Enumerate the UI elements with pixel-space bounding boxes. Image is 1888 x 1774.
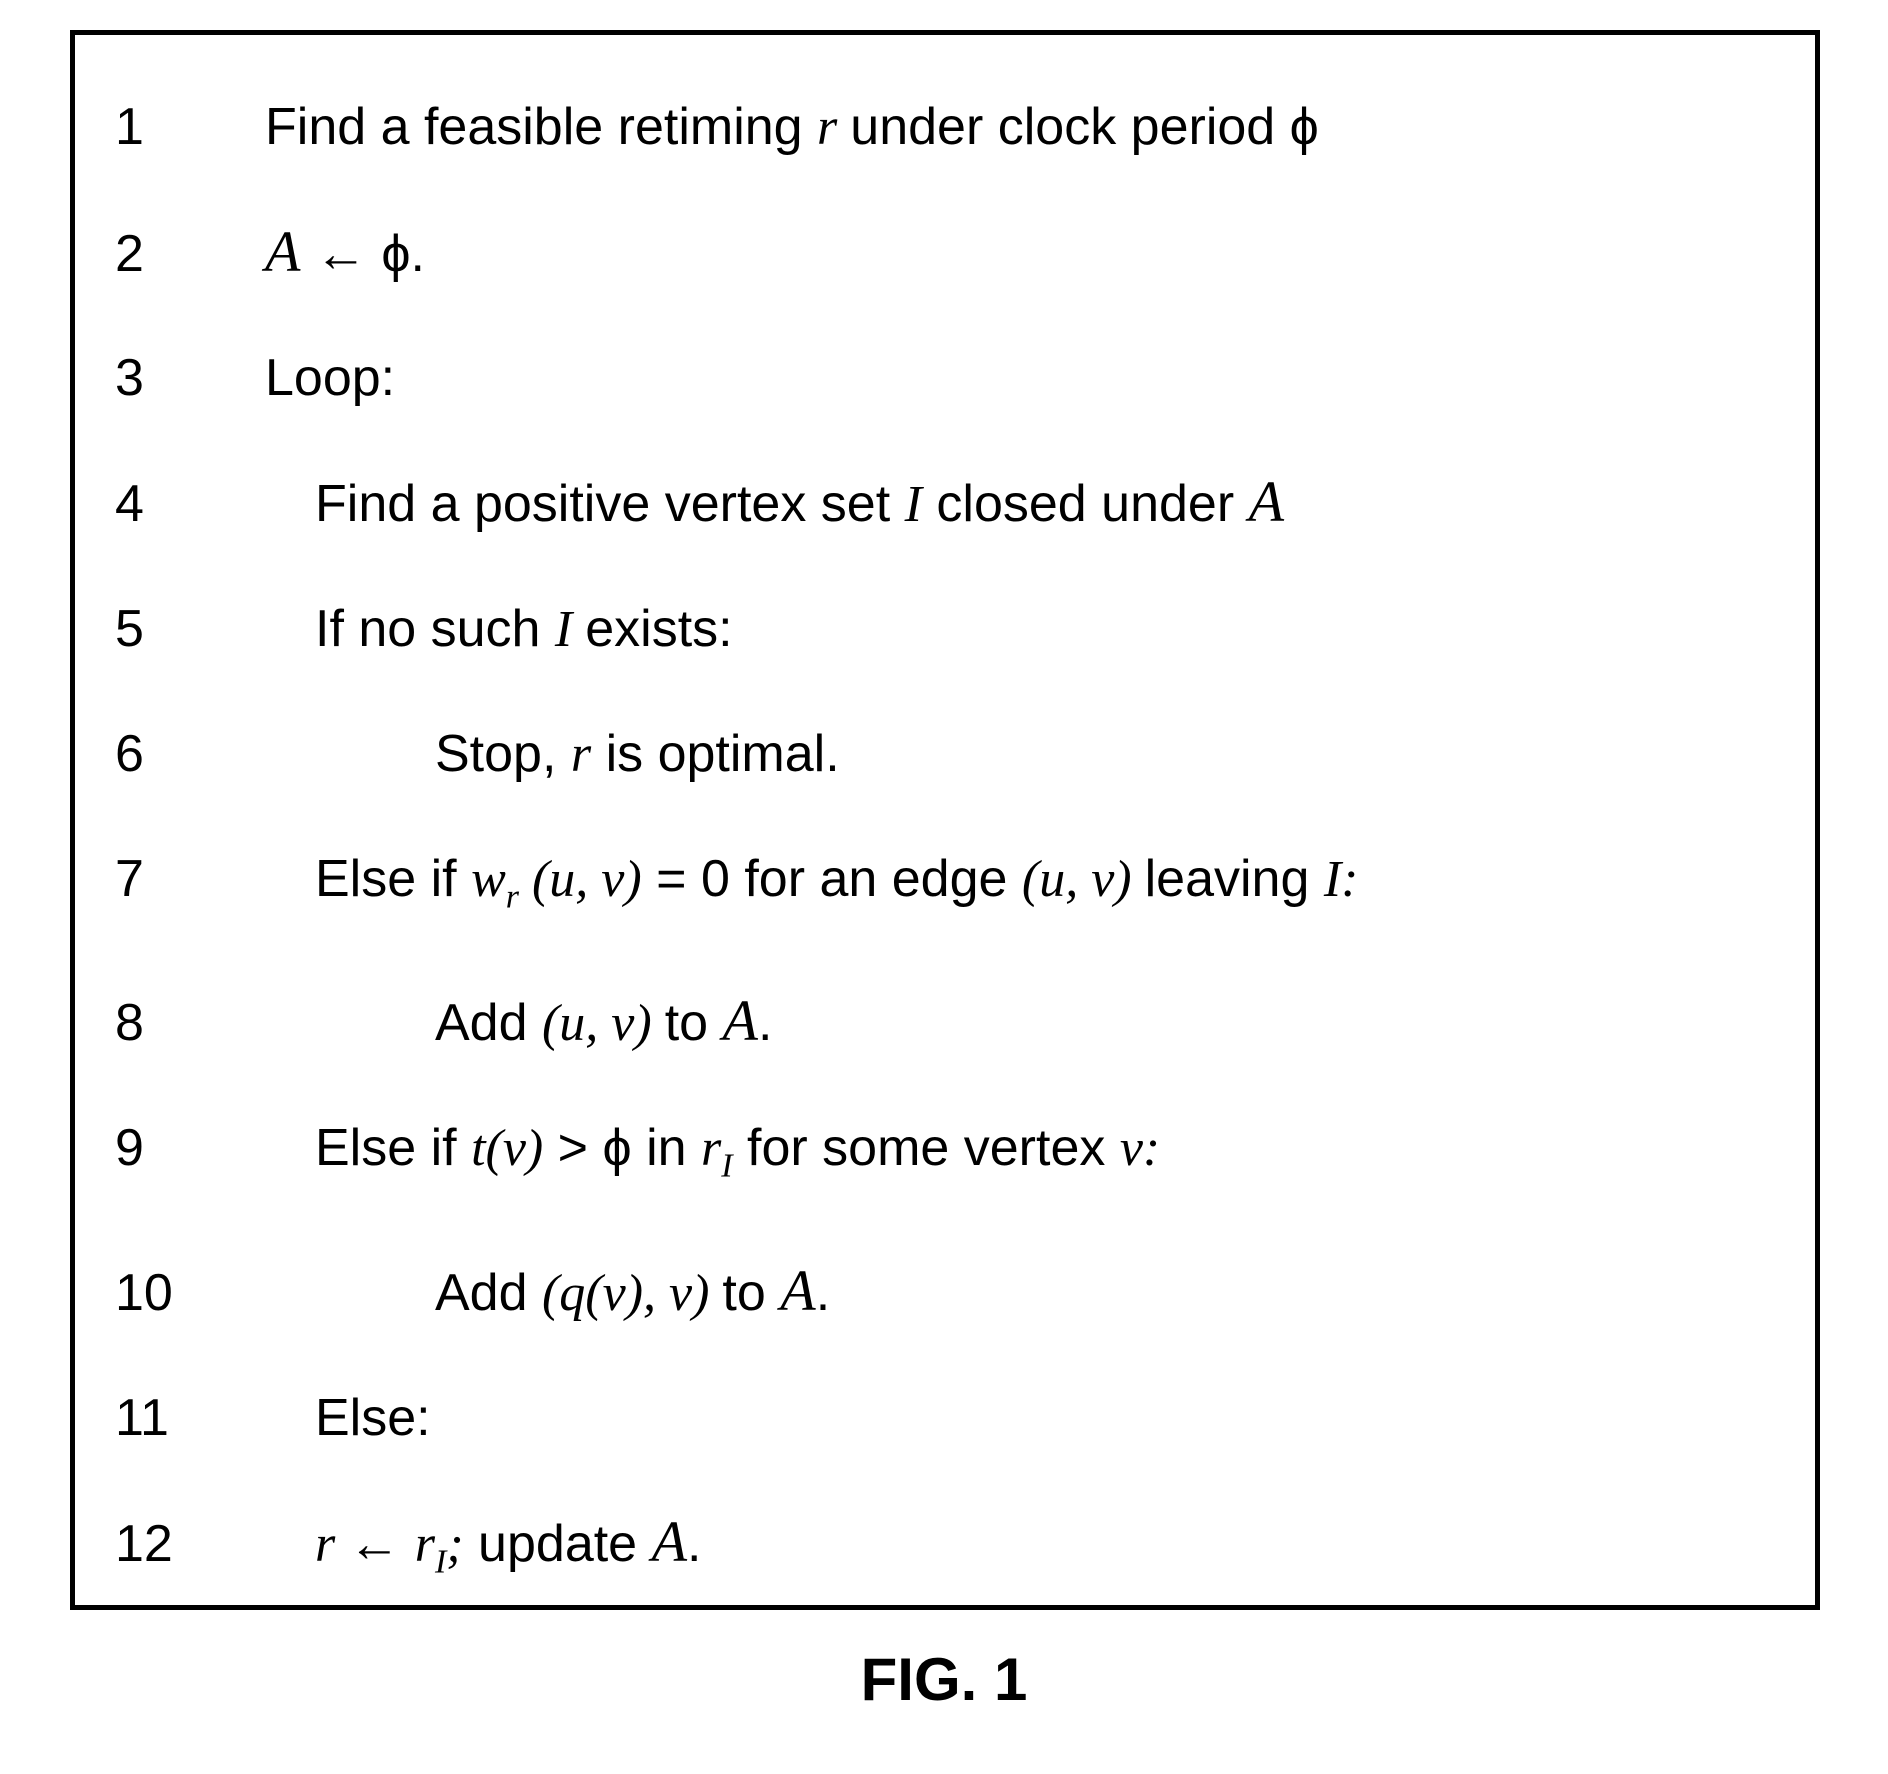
token: update <box>464 1515 652 1573</box>
token: (q(v), v) <box>542 1265 722 1322</box>
figure-caption: FIG. 1 <box>0 1645 1888 1714</box>
token: Add <box>435 994 542 1052</box>
token: > ϕ in <box>543 1119 701 1177</box>
token: A <box>265 219 300 284</box>
token: A <box>1249 469 1284 534</box>
token: to <box>722 1264 780 1322</box>
token: Find a positive vertex set <box>315 475 905 533</box>
token: A <box>652 1509 687 1574</box>
line-content: Loop: <box>265 316 395 440</box>
algorithm-box: 1Find a feasible retiming r under clock … <box>70 30 1820 1610</box>
token: ← <box>348 1515 414 1573</box>
token: (u, v) <box>542 995 665 1052</box>
token: to <box>665 994 723 1052</box>
token: Else if <box>315 1119 471 1177</box>
token: If no such <box>315 600 555 658</box>
token: Add <box>435 1264 542 1322</box>
line-number: 11 <box>115 1356 265 1480</box>
algo-line: 5If no such I exists: <box>115 567 1775 692</box>
line-content: Add (u, v) to A. <box>265 959 772 1086</box>
token: Stop, <box>435 725 571 783</box>
algo-line: 1Find a feasible retiming r under clock … <box>115 65 1775 190</box>
line-content: Add (q(v), v) to A. <box>265 1229 830 1356</box>
line-number: 7 <box>115 817 265 941</box>
algo-line: 9Else if t(v) > ϕ in rI for some vertex … <box>115 1086 1775 1228</box>
token: r <box>315 1516 348 1573</box>
token: I: <box>1324 851 1359 908</box>
token: leaving <box>1145 850 1324 908</box>
token: Find a feasible retiming <box>265 98 817 156</box>
token: ; <box>446 1516 463 1573</box>
token: = 0 for an edge <box>642 850 1022 908</box>
token: Loop: <box>265 349 395 407</box>
token: w <box>471 851 506 908</box>
token: . <box>816 1264 830 1322</box>
line-number: 9 <box>115 1086 265 1210</box>
token: I <box>435 1543 446 1580</box>
token: Else if <box>315 850 471 908</box>
token: is optimal. <box>591 725 840 783</box>
algo-line: 7Else if wr (u, v) = 0 for an edge (u, v… <box>115 817 1775 959</box>
line-number: 6 <box>115 692 265 816</box>
token: r <box>506 878 519 915</box>
token: closed under <box>922 475 1249 533</box>
algo-line: 3Loop: <box>115 316 1775 440</box>
line-content: If no such I exists: <box>265 567 733 692</box>
line-number: 12 <box>115 1482 265 1606</box>
token: r <box>571 726 591 783</box>
line-number: 4 <box>115 442 265 566</box>
line-number: 5 <box>115 567 265 691</box>
token: . <box>687 1515 701 1573</box>
token: exists: <box>585 600 732 658</box>
token: (u, v) <box>1022 851 1145 908</box>
line-content: Else if t(v) > ϕ in rI for some vertex v… <box>265 1086 1160 1228</box>
line-content: r ← rI; update A. <box>265 1480 701 1624</box>
line-number: 10 <box>115 1231 265 1355</box>
token: r <box>817 99 850 156</box>
token: r <box>415 1516 435 1573</box>
token: under clock period ϕ <box>850 98 1318 156</box>
line-content: Else if wr (u, v) = 0 for an edge (u, v)… <box>265 817 1358 959</box>
token: for some vertex <box>733 1119 1120 1177</box>
token: I <box>721 1148 732 1185</box>
algo-line: 10Add (q(v), v) to A. <box>115 1229 1775 1356</box>
line-number: 2 <box>115 192 265 316</box>
line-content: Else: <box>265 1356 431 1480</box>
algo-line: 4Find a positive vertex set I closed und… <box>115 440 1775 567</box>
token: ← ϕ. <box>300 225 424 283</box>
token: r <box>701 1120 721 1177</box>
line-number: 3 <box>115 316 265 440</box>
token: t(v) <box>471 1120 543 1177</box>
algo-line: 2A ← ϕ. <box>115 190 1775 316</box>
token: . <box>758 994 772 1052</box>
line-content: A ← ϕ. <box>265 190 425 316</box>
line-content: Find a feasible retiming r under clock p… <box>265 65 1319 190</box>
line-number: 1 <box>115 65 265 189</box>
token: v: <box>1120 1120 1160 1177</box>
line-number: 8 <box>115 961 265 1085</box>
algo-line: 11 Else: <box>115 1356 1775 1480</box>
token: I <box>555 601 585 658</box>
token: A <box>723 988 758 1053</box>
token: (u, v) <box>519 851 642 908</box>
algo-line: 6Stop, r is optimal. <box>115 692 1775 817</box>
token: Else: <box>315 1389 431 1447</box>
algo-line: 8Add (u, v) to A. <box>115 959 1775 1086</box>
line-content: Stop, r is optimal. <box>265 692 840 817</box>
token: A <box>780 1258 815 1323</box>
line-content: Find a positive vertex set I closed unde… <box>265 440 1284 567</box>
algo-line: 12r ← rI; update A. <box>115 1480 1775 1624</box>
token: I <box>905 476 922 533</box>
